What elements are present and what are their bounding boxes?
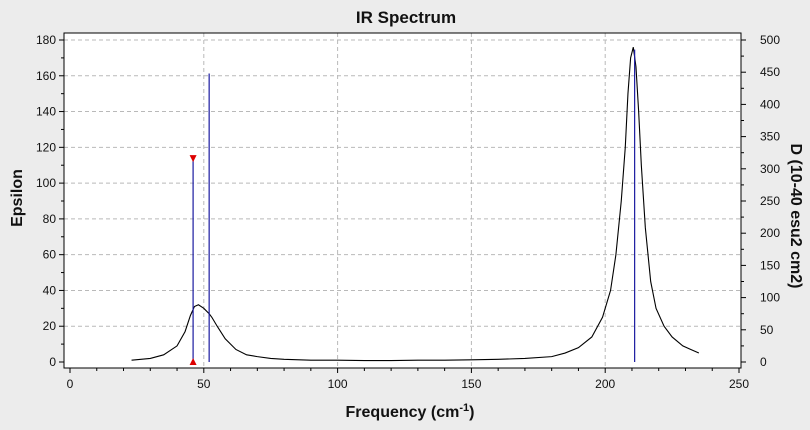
- y-left-tick-label: 140: [36, 105, 56, 119]
- x-tick-label: 0: [67, 377, 74, 391]
- y-right-tick-label: 150: [760, 258, 780, 272]
- y-left-tick-label: 40: [43, 283, 57, 297]
- y-axis-left-title: Epsilon: [9, 169, 26, 227]
- y-right-tick-label: 400: [760, 97, 780, 111]
- plot-area: [64, 33, 741, 368]
- y-left-tick-label: 0: [49, 355, 56, 369]
- y-right-tick-label: 100: [760, 291, 780, 305]
- x-tick-label: 50: [197, 377, 211, 391]
- x-tick-label: 250: [729, 377, 749, 391]
- y-right-tick-label: 50: [760, 323, 774, 337]
- x-tick-label: 100: [328, 377, 348, 391]
- cursor-marker-top: [189, 155, 197, 163]
- y-left-tick-label: 80: [43, 212, 57, 226]
- spectrum-curve: [131, 47, 700, 362]
- y-left-tick-label: 160: [36, 69, 56, 83]
- x-tick-label: 200: [595, 377, 615, 391]
- y-right-tick-label: 0: [760, 355, 767, 369]
- y-right-tick-label: 250: [760, 194, 780, 208]
- y-left-tick-label: 60: [43, 248, 57, 262]
- chart-title: IR Spectrum: [356, 8, 456, 27]
- grid-layer: [64, 33, 741, 368]
- x-tick-label: 150: [461, 377, 481, 391]
- cursor-marker-bottom: [189, 358, 197, 365]
- y-axis-right-title: D (10-40 esu2 cm2): [787, 144, 804, 289]
- y-right-tick-label: 300: [760, 162, 780, 176]
- y-right-tick-label: 450: [760, 65, 780, 79]
- y-right-tick-label: 200: [760, 226, 780, 240]
- y-left-tick-label: 120: [36, 140, 56, 154]
- x-axis-title: Frequency (cm-1): [346, 402, 475, 421]
- y-right-tick-label: 350: [760, 130, 780, 144]
- y-left-tick-label: 100: [36, 176, 56, 190]
- y-right-tick-label: 500: [760, 33, 780, 47]
- y-left-tick-label: 20: [43, 319, 57, 333]
- y-left-tick-label: 180: [36, 33, 56, 47]
- data-layer: [131, 47, 700, 365]
- axis-layer: 0 50 100 150 200 250 0 20 40 60 80 100 120 140 160 180 0…: [36, 32, 780, 391]
